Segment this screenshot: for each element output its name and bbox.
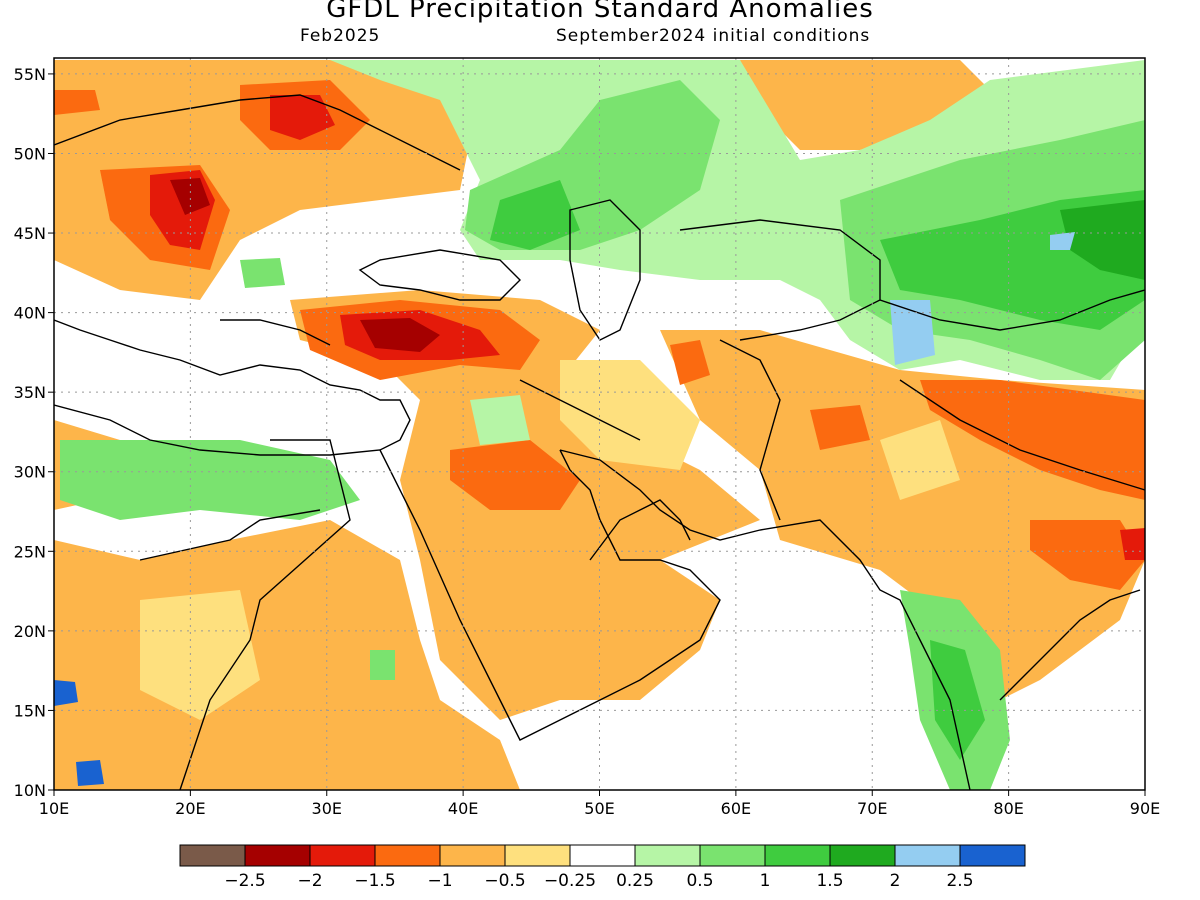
lon-tick-label: 20E — [175, 799, 205, 818]
lat-tick-label: 10N — [14, 781, 46, 800]
colorbar-swatch — [439, 844, 506, 867]
initial-conditions: September2024 initial conditions — [556, 26, 871, 46]
colorbar: −2.5 −2 −1.5 −1 −0.5 −0.25 0.25 0.5 1 1.5 2 2.5 — [179, 844, 1026, 891]
colorbar-swatch — [244, 844, 311, 867]
colorbar-swatch — [179, 844, 246, 867]
colorbar-label: −2.5 — [224, 871, 265, 891]
lat-tick-label: 45N — [14, 224, 46, 243]
lon-tick-label: 50E — [584, 799, 614, 818]
colorbar-swatch — [309, 844, 376, 867]
colorbar-label: 2.5 — [946, 871, 973, 891]
colorbar-swatch — [894, 844, 961, 867]
lon-tick-label: 80E — [993, 799, 1023, 818]
colorbar-swatch — [959, 844, 1026, 867]
lon-tick-label: 10E — [39, 799, 69, 818]
lat-tick-label: 55N — [14, 65, 46, 84]
lat-tick-label: 20N — [14, 622, 46, 641]
colorbar-swatch — [764, 844, 831, 867]
colorbar-label: −1.5 — [354, 871, 395, 891]
lat-tick-label: 50N — [14, 144, 46, 163]
lon-tick-label: 60E — [721, 799, 751, 818]
colorbar-label: −0.25 — [544, 871, 596, 891]
lon-tick-label: 30E — [312, 799, 342, 818]
lat-tick-label: 35N — [14, 383, 46, 402]
colorbar-label: −0.5 — [484, 871, 525, 891]
colorbar-label: 1 — [760, 871, 771, 891]
lon-tick-label: 90E — [1130, 799, 1160, 818]
colorbar-label: 0.5 — [686, 871, 713, 891]
lat-tick-label: 15N — [14, 701, 46, 720]
colorbar-swatch — [504, 844, 571, 867]
axis-ticks: 10E 20E 30E 40E 50E 60E 70E 80E 90E 10N 15N 20N 25N 3… — [14, 65, 1161, 818]
colorbar-label: −1 — [427, 871, 452, 891]
coastlines — [54, 94, 1145, 790]
colorbar-swatch — [829, 844, 896, 867]
colorbar-label: 1.5 — [816, 871, 843, 891]
colorbar-label: −2 — [297, 871, 322, 891]
colorbar-swatch — [374, 844, 441, 867]
lat-tick-label: 25N — [14, 542, 46, 561]
colorbar-swatch — [569, 844, 636, 867]
colorbar-label: 2 — [890, 871, 901, 891]
map-title: GFDL Precipitation Standard Anomalies — [326, 0, 874, 24]
lon-tick-label: 40E — [448, 799, 478, 818]
forecast-month: Feb2025 — [300, 26, 381, 46]
colorbar-swatch — [699, 844, 766, 867]
lon-tick-label: 70E — [857, 799, 887, 818]
colorbar-swatch — [634, 844, 701, 867]
lat-tick-label: 30N — [14, 463, 46, 482]
lat-tick-label: 40N — [14, 304, 46, 323]
anomaly-fields — [54, 60, 1145, 790]
colorbar-label: 0.25 — [616, 871, 654, 891]
lat-lon-grid — [54, 58, 1145, 790]
